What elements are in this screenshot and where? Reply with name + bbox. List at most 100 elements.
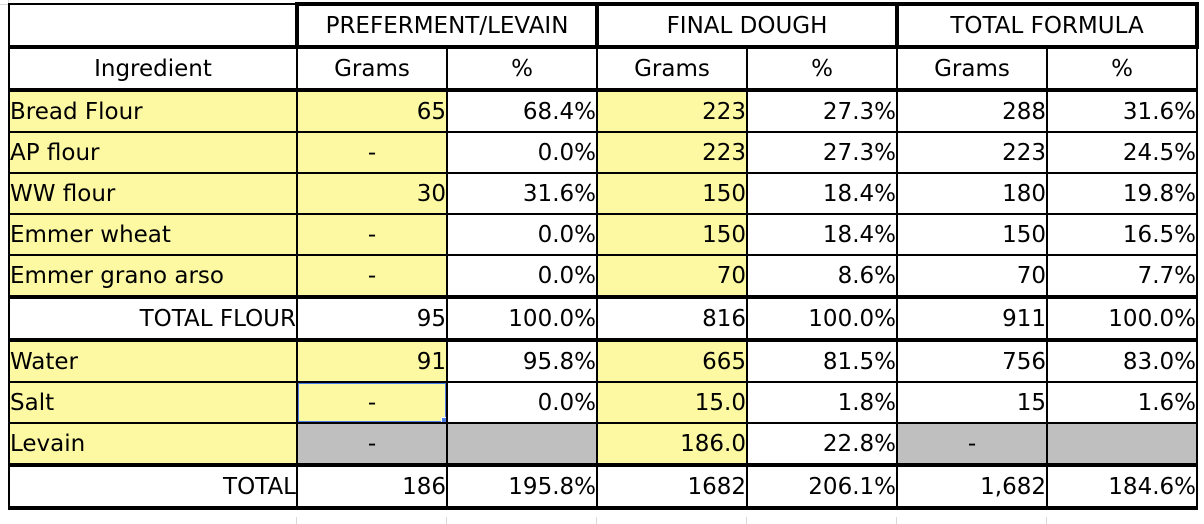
cell[interactable]: - <box>296 254 448 298</box>
table-row: Levain - 186.0 22.8% - <box>8 422 1198 466</box>
table-row: Water 91 95.8% 665 81.5% 756 83.0% <box>8 338 1198 383</box>
table-row: Emmer grano arso - 0.0% 70 8.6% 70 7.7% <box>8 254 1198 298</box>
cell[interactable]: 100.0% <box>746 295 898 341</box>
cell[interactable]: 8.6% <box>746 254 898 298</box>
cell[interactable]: 18.4% <box>746 213 898 256</box>
cell[interactable]: 22.8% <box>746 422 898 466</box>
header-total-grams[interactable]: Grams <box>896 45 1048 91</box>
row-label[interactable]: WW flour <box>8 172 298 215</box>
header-ingredient[interactable]: Ingredient <box>8 45 298 91</box>
cell[interactable]: 186 <box>296 463 448 510</box>
cell[interactable]: 195.8% <box>446 463 598 510</box>
cell[interactable]: 24.5% <box>1046 131 1198 174</box>
cell[interactable]: 100.0% <box>446 295 598 341</box>
cell[interactable] <box>1046 422 1198 466</box>
column-group-preferment[interactable]: PREFERMENT/LEVAIN <box>295 2 599 49</box>
row-label[interactable]: Levain <box>8 422 298 466</box>
selected-cell[interactable]: - <box>296 381 448 424</box>
cell[interactable]: 0.0% <box>446 381 598 424</box>
cell[interactable]: 7.7% <box>1046 254 1198 298</box>
row-label[interactable]: Water <box>8 338 298 383</box>
cell[interactable]: 83.0% <box>1046 338 1198 383</box>
table-row-total: TOTAL 186 195.8% 1682 206.1% 1,682 184.6… <box>8 463 1198 510</box>
cell[interactable]: 150 <box>896 213 1048 256</box>
cell[interactable]: 1,682 <box>896 463 1048 510</box>
cell[interactable]: 30 <box>296 172 448 215</box>
corner-cell[interactable] <box>8 3 298 48</box>
cell[interactable]: 1682 <box>596 463 748 510</box>
table-row: Emmer wheat - 0.0% 150 18.4% 150 16.5% <box>8 213 1198 256</box>
column-group-total-formula[interactable]: TOTAL FORMULA <box>895 2 1199 49</box>
cell[interactable]: 91 <box>296 338 448 383</box>
header-pref-grams[interactable]: Grams <box>296 45 448 91</box>
row-label[interactable]: TOTAL <box>8 463 298 510</box>
cell[interactable]: 756 <box>896 338 1048 383</box>
cell[interactable]: 223 <box>896 131 1048 174</box>
cell[interactable]: 1.6% <box>1046 381 1198 424</box>
cell[interactable]: 180 <box>896 172 1048 215</box>
cell[interactable]: 15.0 <box>596 381 748 424</box>
cell[interactable]: 288 <box>896 88 1048 133</box>
cell[interactable]: 1.8% <box>746 381 898 424</box>
cell[interactable]: 70 <box>896 254 1048 298</box>
cell[interactable]: 19.8% <box>1046 172 1198 215</box>
cell[interactable]: 184.6% <box>1046 463 1198 510</box>
cell[interactable]: 81.5% <box>746 338 898 383</box>
cell[interactable]: 186.0 <box>596 422 748 466</box>
table-row: Salt - 0.0% 15.0 1.8% 15 1.6% <box>8 381 1198 424</box>
cell[interactable]: - <box>896 422 1048 466</box>
selected-cell-value: - <box>367 389 377 416</box>
sheet-gridline <box>446 517 447 524</box>
cell[interactable]: 27.3% <box>746 131 898 174</box>
cell[interactable]: 223 <box>596 88 748 133</box>
cell[interactable]: 100.0% <box>1046 295 1198 341</box>
fill-handle[interactable] <box>441 417 445 421</box>
cell[interactable]: 150 <box>596 172 748 215</box>
sheet-gridline <box>596 517 597 524</box>
cell[interactable]: 70 <box>596 254 748 298</box>
row-label[interactable]: Emmer wheat <box>8 213 298 256</box>
header-total-pct[interactable]: % <box>1046 45 1198 91</box>
cell[interactable]: 150 <box>596 213 748 256</box>
cell[interactable]: 18.4% <box>746 172 898 215</box>
table-row: Bread Flour 65 68.4% 223 27.3% 288 31.6% <box>8 88 1198 133</box>
header-pref-pct[interactable]: % <box>446 45 598 91</box>
column-group-final-dough[interactable]: FINAL DOUGH <box>595 2 899 49</box>
table-row: AP flour - 0.0% 223 27.3% 223 24.5% <box>8 131 1198 174</box>
row-label[interactable]: Salt <box>8 381 298 424</box>
bakers-formula-table: PREFERMENT/LEVAIN FINAL DOUGH TOTAL FORM… <box>8 2 1199 510</box>
cell[interactable]: 95.8% <box>446 338 598 383</box>
sheet-gridline <box>896 517 897 524</box>
cell[interactable]: 16.5% <box>1046 213 1198 256</box>
cell[interactable]: - <box>296 131 448 174</box>
cell[interactable]: 27.3% <box>746 88 898 133</box>
cell[interactable]: 95 <box>296 295 448 341</box>
cell[interactable]: 911 <box>896 295 1048 341</box>
row-label[interactable]: AP flour <box>8 131 298 174</box>
cell[interactable]: 65 <box>296 88 448 133</box>
row-label[interactable]: Emmer grano arso <box>8 254 298 298</box>
cell[interactable]: 0.0% <box>446 254 598 298</box>
cell[interactable]: 68.4% <box>446 88 598 133</box>
cell[interactable]: 223 <box>596 131 748 174</box>
table-row: WW flour 30 31.6% 150 18.4% 180 19.8% <box>8 172 1198 215</box>
cell[interactable]: 0.0% <box>446 131 598 174</box>
cell[interactable]: 206.1% <box>746 463 898 510</box>
header-final-pct[interactable]: % <box>746 45 898 91</box>
row-label[interactable]: Bread Flour <box>8 88 298 133</box>
cell[interactable]: 31.6% <box>1046 88 1198 133</box>
sheet-gridline <box>1046 517 1047 524</box>
cell[interactable]: 15 <box>896 381 1048 424</box>
cell[interactable]: - <box>296 422 448 466</box>
header-final-grams[interactable]: Grams <box>596 45 748 91</box>
sheet-gridline <box>296 517 297 524</box>
cell[interactable]: 665 <box>596 338 748 383</box>
row-label[interactable]: TOTAL FLOUR <box>8 295 298 341</box>
cell[interactable]: 0.0% <box>446 213 598 256</box>
cell[interactable]: 31.6% <box>446 172 598 215</box>
cell[interactable] <box>446 422 598 466</box>
cell[interactable]: - <box>296 213 448 256</box>
cell[interactable]: 816 <box>596 295 748 341</box>
table-row-total-flour: TOTAL FLOUR 95 100.0% 816 100.0% 911 100… <box>8 295 1198 341</box>
